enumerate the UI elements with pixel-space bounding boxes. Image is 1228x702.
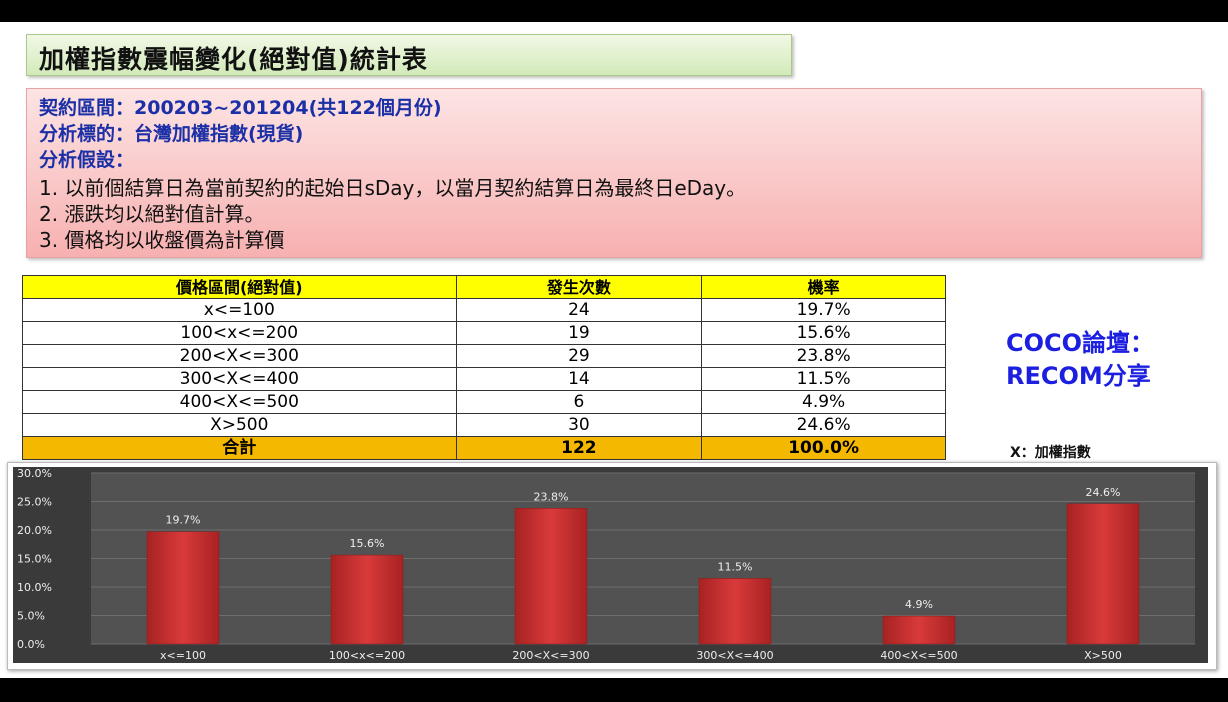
y-tick-label: 25.0%	[17, 496, 52, 509]
probability-cell: 24.6%	[701, 413, 946, 437]
table-row: 200<X<=300 29 23.8%	[22, 344, 946, 368]
table-row: 100<x<=200 19 15.6%	[22, 321, 946, 345]
x-tick-label: X>500	[1084, 649, 1122, 662]
assumption-item: 1. 以前個結算日為當前契約的起始日sDay，以當月契約結算日為最終日eDay。	[39, 176, 747, 200]
probability-cell: 4.9%	[701, 390, 946, 414]
col-header-probability: 機率	[701, 275, 946, 299]
probability-cell: 11.5%	[701, 367, 946, 391]
table-total-row: 合計 122 100.0%	[22, 436, 946, 460]
y-tick-label: 15.0%	[17, 553, 52, 566]
range-cell: X>500	[22, 413, 457, 437]
count-cell: 6	[455, 390, 703, 414]
title-box: 加權指數震幅變化(絕對值)統計表	[26, 34, 792, 76]
table-row: x<=100 24 19.7%	[22, 298, 946, 322]
bar	[882, 615, 956, 645]
x-tick-label: 300<X<=400	[696, 649, 773, 662]
probability-cell: 23.8%	[701, 344, 946, 368]
total-probability-cell: 100.0%	[701, 436, 946, 460]
y-tick-label: 20.0%	[17, 524, 52, 537]
slide: 加權指數震幅變化(絕對值)統計表 契約區間：200203~201204(共122…	[0, 22, 1228, 678]
x-tick-label: 400<X<=500	[880, 649, 957, 662]
stats-table: 價格區間(絕對值) 發生次數 機率 x<=100 24 19.7% 100<x<…	[22, 275, 946, 460]
x-tick-label: 100<x<=200	[329, 649, 405, 662]
data-label: 19.7%	[166, 514, 201, 527]
bar-chart: 0.0% 5.0% 10.0% 15.0% 20.0% 25.0% 30.0% 19.7% x<…	[13, 467, 1208, 663]
y-tick-label: 5.0%	[17, 610, 45, 623]
range-cell: 200<X<=300	[22, 344, 457, 368]
data-label: 4.9%	[905, 598, 933, 611]
y-tick-label: 30.0%	[17, 467, 52, 480]
assumption-item: 2. 漲跌均以絕對值計算。	[39, 202, 265, 226]
forum-credit-line1: COCO論壇：	[1006, 329, 1155, 357]
contract-period: 契約區間：200203~201204(共122個月份)	[39, 97, 442, 119]
data-label: 24.6%	[1086, 486, 1121, 499]
assumptions-label: 分析假設：	[39, 149, 135, 171]
x-tick-label: 200<X<=300	[512, 649, 589, 662]
data-label: 11.5%	[718, 560, 753, 573]
bar	[698, 578, 772, 645]
table-row: 400<X<=500 6 4.9%	[22, 390, 946, 414]
x-definition-note: X：加權指數	[1010, 445, 1091, 461]
data-label: 15.6%	[350, 537, 385, 550]
range-cell: x<=100	[22, 298, 457, 322]
probability-cell: 15.6%	[701, 321, 946, 345]
col-header-range: 價格區間(絕對值)	[22, 275, 457, 299]
page-title: 加權指數震幅變化(絕對值)統計表	[39, 45, 428, 74]
probability-cell: 19.7%	[701, 298, 946, 322]
forum-credit: COCO論壇： RECOM分享	[1006, 327, 1154, 393]
table-header-row: 價格區間(絕對值) 發生次數 機率	[22, 275, 946, 299]
range-cell: 100<x<=200	[22, 321, 457, 345]
total-label-cell: 合計	[22, 436, 457, 460]
count-cell: 24	[455, 298, 703, 322]
count-cell: 29	[455, 344, 703, 368]
data-label: 23.8%	[534, 490, 569, 503]
range-cell: 300<X<=400	[22, 367, 457, 391]
y-tick-label: 0.0%	[17, 638, 45, 651]
bar	[146, 531, 220, 645]
count-cell: 14	[455, 367, 703, 391]
y-tick-label: 10.0%	[17, 581, 52, 594]
x-tick-label: x<=100	[160, 649, 206, 662]
assumption-item: 3. 價格均以收盤價為計算價	[39, 228, 285, 252]
forum-credit-line2: RECOM分享	[1006, 362, 1151, 390]
count-cell: 30	[455, 413, 703, 437]
col-header-count: 發生次數	[455, 275, 703, 299]
bar	[1066, 503, 1140, 645]
bar	[330, 554, 404, 645]
range-cell: 400<X<=500	[22, 390, 457, 414]
chart-frame: 0.0% 5.0% 10.0% 15.0% 20.0% 25.0% 30.0% 19.7% x<…	[7, 462, 1217, 670]
table-row: X>500 30 24.6%	[22, 413, 946, 437]
total-count-cell: 122	[455, 436, 703, 460]
count-cell: 19	[455, 321, 703, 345]
info-box: 契約區間：200203~201204(共122個月份) 分析標的：台灣加權指數(…	[26, 88, 1202, 258]
analysis-target: 分析標的：台灣加權指數(現貨)	[39, 123, 304, 145]
bar	[514, 508, 588, 645]
table-row: 300<X<=400 14 11.5%	[22, 367, 946, 391]
